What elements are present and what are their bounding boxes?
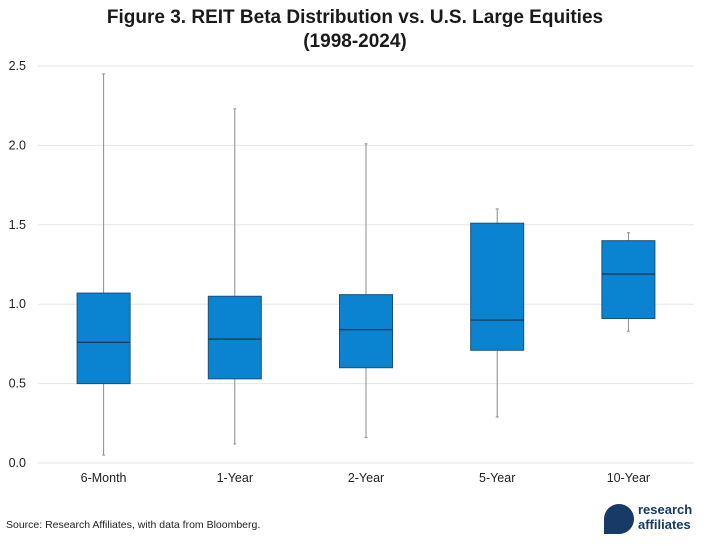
y-tick-label: 1.0 [9, 297, 26, 311]
x-category-label: 6-Month [81, 471, 127, 485]
y-tick-label: 0.0 [9, 456, 26, 470]
logo-text: research affiliates [638, 502, 692, 532]
box-iqr [339, 294, 393, 369]
chart-title-line1: Figure 3. REIT Beta Distribution vs. U.S… [106, 7, 604, 28]
box-iqr [470, 222, 525, 351]
logo-line2: affiliates [638, 517, 691, 532]
x-category-label: 2-Year [348, 471, 384, 485]
logo-mark-icon [604, 504, 634, 534]
box-iqr [76, 292, 131, 385]
y-tick-label: 2.5 [9, 59, 26, 73]
x-category-label: 5-Year [479, 471, 515, 485]
boxplot-chart: 0.0 0.5 1.0 1.5 2.0 2.5 6-Month 1-Year 2-Year 5-Y… [9, 59, 694, 485]
box-iqr [207, 295, 262, 380]
x-category-label: 1-Year [217, 471, 253, 485]
chart-title-line2: (1998-2024) [303, 31, 407, 52]
research-affiliates-logo: research affiliates [604, 502, 704, 536]
box-iqr [601, 240, 656, 319]
chart-title: Figure 3. REIT Beta Distribution vs. U.S… [0, 6, 710, 54]
logo-line1: research [638, 502, 693, 517]
y-tick-label: 0.5 [9, 377, 26, 391]
y-tick-label: 2.0 [9, 138, 26, 152]
x-category-label: 10-Year [607, 471, 650, 485]
y-tick-label: 1.5 [9, 218, 26, 232]
source-note: Source: Research Affiliates, with data f… [6, 519, 261, 531]
